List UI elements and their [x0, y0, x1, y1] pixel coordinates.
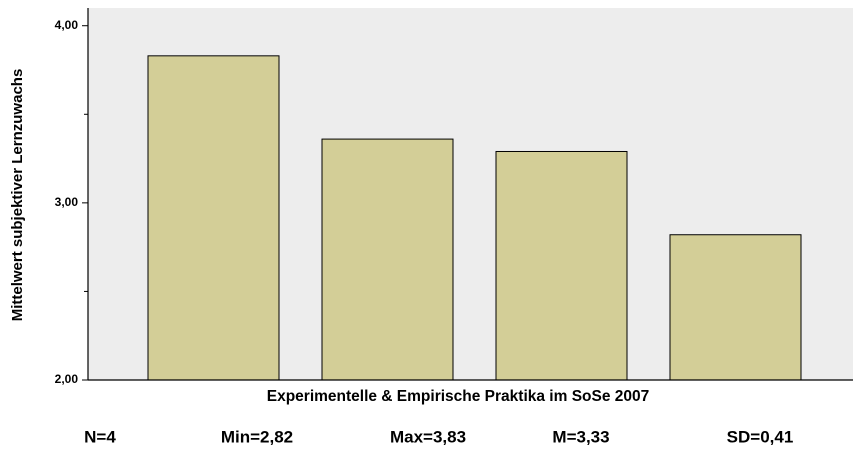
footer-stat: N=4	[84, 427, 116, 446]
y-tick-label: 2,00	[55, 372, 79, 386]
y-tick-label: 4,00	[55, 18, 79, 32]
y-tick-label: 3,00	[55, 195, 79, 209]
bar	[147, 55, 280, 381]
x-axis-label: Experimentelle & Empirische Praktika im …	[267, 388, 650, 405]
bar	[669, 234, 802, 381]
bar	[495, 150, 628, 381]
footer-stat: SD=0,41	[727, 427, 794, 446]
y-axis-label: Mittelwert subjektiver Lernzuwachs	[9, 69, 26, 322]
footer-stat: Min=2,82	[221, 427, 293, 446]
footer-stat: M=3,33	[552, 427, 609, 446]
footer-stat: Max=3,83	[390, 427, 466, 446]
bar	[321, 138, 454, 381]
